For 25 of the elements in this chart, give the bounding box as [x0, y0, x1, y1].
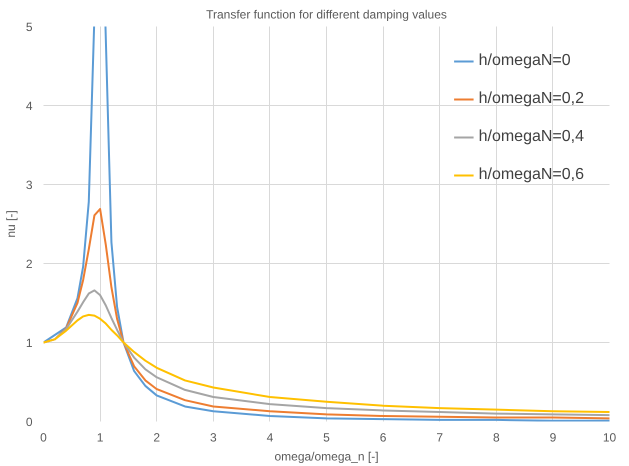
y-tick-label: 0: [26, 415, 33, 429]
x-tick-label: 6: [380, 430, 387, 444]
x-tick-label: 5: [323, 430, 330, 444]
x-axis-title: omega/omega_n [-]: [274, 450, 379, 464]
x-tick-label: 7: [436, 430, 444, 444]
y-axis-title: nu [-]: [4, 210, 18, 238]
chart-title: Transfer function for different damping values: [206, 8, 447, 22]
legend-label: h/omegaN=0,4: [478, 128, 584, 146]
x-tick-label: 4: [266, 430, 274, 444]
x-tick-label: 3: [210, 430, 217, 444]
x-tick-label: 8: [492, 430, 500, 444]
y-tick-label: 1: [26, 336, 33, 350]
y-tick-label: 3: [26, 178, 33, 192]
y-tick-label: 4: [26, 99, 33, 113]
x-tick-label: 0: [40, 430, 48, 444]
line-series: [44, 314, 610, 414]
y-tick-label: 5: [26, 20, 33, 34]
x-tick-label: 10: [602, 430, 616, 444]
x-tick-label: 1: [96, 430, 104, 444]
x-tick-label: 2: [153, 430, 160, 444]
x-tick-label: 9: [550, 430, 557, 444]
y-tick-label: 2: [26, 257, 33, 271]
legend-label: h/omegaN=0: [478, 52, 571, 70]
legend-label: h/omegaN=0,2: [478, 90, 584, 108]
legend-label: h/omegaN=0,6: [478, 166, 584, 184]
